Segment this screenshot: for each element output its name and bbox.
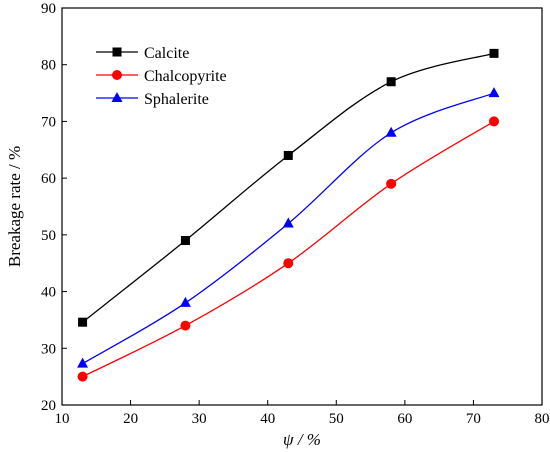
- sphalerite-legend-label: Sphalerite: [144, 91, 209, 108]
- plot-frame: [61, 7, 543, 406]
- sphalerite-data-point: [77, 357, 89, 368]
- sphalerite-data-point: [282, 217, 294, 228]
- chalcopyrite-data-point: [386, 178, 397, 189]
- y-tick-label: 70: [41, 114, 56, 130]
- x-tick-label: 20: [123, 411, 138, 427]
- sphalerite-legend-marker: [111, 92, 123, 102]
- calcite-data-point: [180, 236, 190, 246]
- x-tick-label: 30: [192, 411, 207, 427]
- sphalerite-data-point: [385, 126, 397, 137]
- sphalerite-series-line: [82, 92, 495, 365]
- x-tick-label: 80: [535, 411, 550, 427]
- x-tick-label: 60: [397, 411, 412, 427]
- calcite-legend-marker: [112, 47, 122, 57]
- calcite-legend-label: Calcite: [144, 45, 189, 62]
- chalcopyrite-data-point: [180, 320, 191, 331]
- chalcopyrite-data-point: [283, 258, 294, 269]
- y-tick-label: 30: [41, 341, 56, 357]
- x-tick-label: 70: [466, 411, 481, 427]
- x-tick-label: 10: [55, 411, 70, 427]
- marker-layer: [77, 48, 500, 382]
- calcite-data-point: [78, 317, 88, 327]
- chalcopyrite-legend-label: Chalcopyrite: [144, 68, 227, 85]
- y-tick-label: 40: [41, 285, 56, 301]
- y-tick-label: 90: [41, 1, 56, 17]
- x-tick-label: 50: [329, 411, 344, 427]
- x-axis-title: ψ / %: [283, 430, 321, 449]
- y-axis-title: Breakage rate / %: [5, 146, 24, 267]
- chalcopyrite-legend-marker: [112, 70, 122, 80]
- legend: Calcite Chalcopyrite Sphalerite: [96, 45, 227, 108]
- calcite-data-point: [283, 150, 293, 160]
- y-tick-label: 60: [41, 171, 56, 187]
- y-tick-label: 20: [41, 398, 56, 414]
- x-tick-label: 40: [260, 411, 275, 427]
- sphalerite-data-point: [488, 87, 500, 98]
- calcite-data-point: [489, 48, 499, 58]
- chalcopyrite-data-point: [489, 116, 499, 127]
- chalcopyrite-data-point: [77, 371, 88, 382]
- calcite-data-point: [386, 77, 396, 87]
- y-tick-label: 80: [41, 58, 56, 74]
- y-tick-label: 50: [41, 228, 56, 244]
- sphalerite-data-point: [179, 296, 191, 307]
